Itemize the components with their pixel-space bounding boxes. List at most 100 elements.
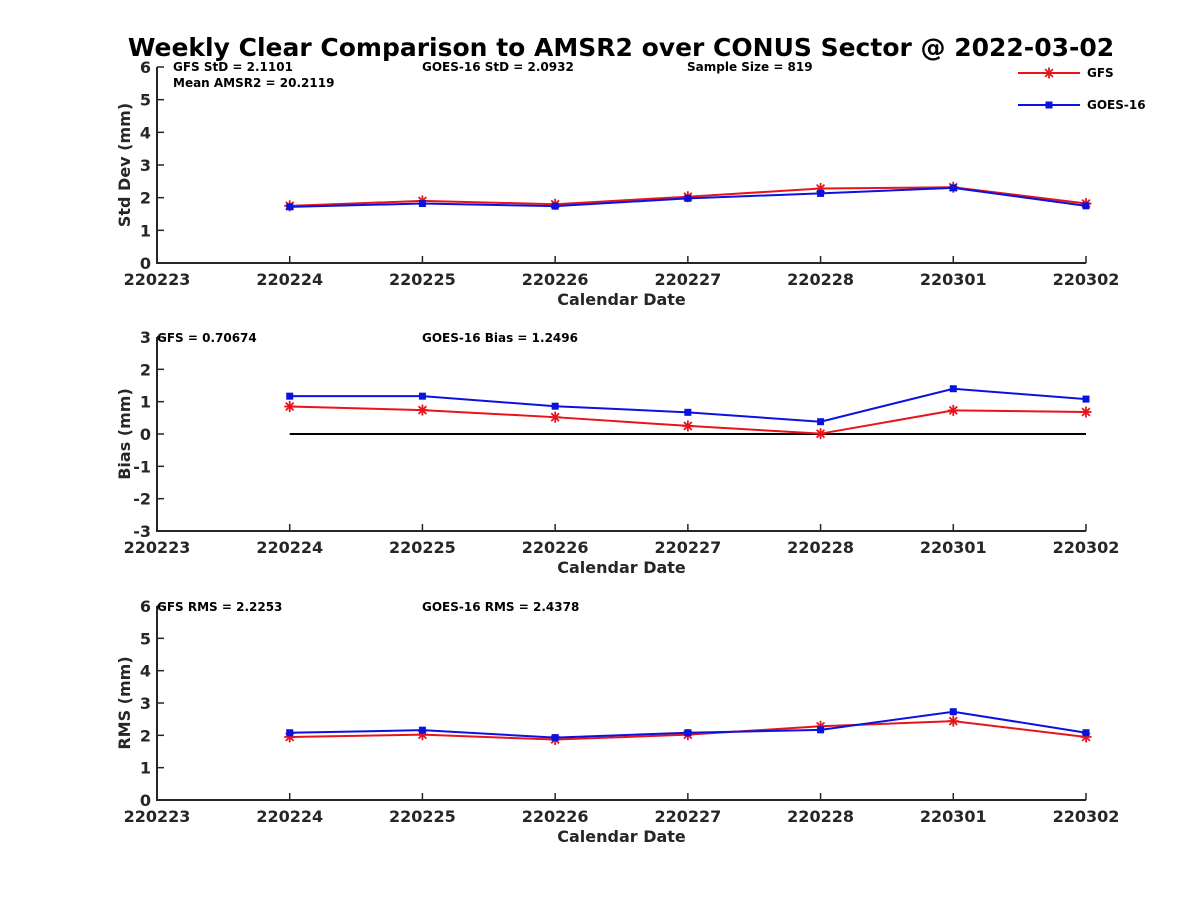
data-point-goes-16 — [1082, 202, 1090, 210]
data-point-gfs — [549, 411, 561, 423]
y-tick-label: 0 — [140, 791, 151, 810]
y-tick-label: -1 — [133, 457, 151, 476]
stat-annotation: GFS RMS = 2.2253 — [157, 600, 282, 614]
axes-frame — [156, 606, 1086, 801]
axes-frame — [156, 67, 1086, 264]
y-tick-label: 4 — [140, 123, 151, 142]
x-tick-label: 220224 — [256, 807, 323, 826]
y-tick-label: 5 — [140, 91, 151, 110]
data-point-goes-16 — [949, 385, 957, 393]
x-tick-label: 220223 — [124, 538, 191, 557]
x-tick-label: 220302 — [1053, 538, 1120, 557]
data-point-goes-16 — [684, 408, 692, 416]
y-tick-label: -3 — [133, 522, 151, 541]
data-point-goes-16 — [1082, 729, 1090, 737]
x-tick-label: 220301 — [920, 270, 987, 289]
y-tick-label: 6 — [140, 597, 151, 616]
data-point-goes-16 — [418, 726, 426, 734]
y-tick-label: 3 — [140, 328, 151, 347]
x-tick-label: 220228 — [787, 538, 854, 557]
y-tick-label: 0 — [140, 254, 151, 273]
data-point-goes-16 — [418, 200, 426, 208]
data-point-gfs — [815, 428, 827, 440]
x-tick-label: 220302 — [1053, 807, 1120, 826]
x-tick-label: 220227 — [654, 270, 721, 289]
rms-panel: 0 1 2 3 4 5 6 220223 220224 220225 220226 220227 220… — [115, 597, 1119, 846]
legend: GFS GOES-16 — [1018, 66, 1146, 112]
x-tick-label: 220225 — [389, 538, 456, 557]
x-tick-label: 220301 — [920, 538, 987, 557]
data-point-goes-16 — [949, 184, 957, 192]
y-axis-label: Bias (mm) — [115, 388, 134, 480]
data-point-goes-16 — [949, 708, 957, 716]
legend-label: GFS — [1087, 66, 1114, 80]
data-point-goes-16 — [418, 392, 426, 400]
data-point-goes-16 — [551, 202, 559, 210]
x-tick-label: 220226 — [522, 270, 589, 289]
data-point-gfs — [1080, 406, 1092, 418]
legend-marker — [1043, 67, 1055, 79]
x-tick-label: 220226 — [522, 807, 589, 826]
legend-marker — [1045, 101, 1053, 109]
series-line-goes-16 — [289, 387, 1087, 423]
x-tick-label: 220228 — [787, 807, 854, 826]
data-point-goes-16 — [817, 189, 825, 197]
x-tick-label: 220223 — [124, 270, 191, 289]
y-tick-label: 5 — [140, 629, 151, 648]
data-point-goes-16 — [817, 726, 825, 734]
x-tick-label: 220228 — [787, 270, 854, 289]
stat-annotation: GOES-16 StD = 2.0932 — [422, 60, 574, 74]
data-point-goes-16 — [684, 729, 692, 737]
x-tick-label: 220227 — [654, 538, 721, 557]
y-axis-label: RMS (mm) — [115, 656, 134, 749]
data-point-goes-16 — [286, 203, 294, 211]
x-tick-label: 220302 — [1053, 270, 1120, 289]
y-tick-label: -2 — [133, 490, 151, 509]
y-tick-label: 2 — [140, 360, 151, 379]
x-tick-label: 220225 — [389, 807, 456, 826]
data-point-gfs — [416, 404, 428, 416]
std-dev-panel: 0 1 2 3 4 5 6 220223 220224 220225 220226 220227 220… — [115, 58, 1119, 309]
y-tick-label: 2 — [140, 189, 151, 208]
x-tick-label: 220227 — [654, 807, 721, 826]
data-point-goes-16 — [551, 734, 559, 742]
stat-annotation: GFS StD = 2.1101 — [173, 60, 293, 74]
data-point-goes-16 — [684, 194, 692, 202]
data-point-gfs — [947, 715, 959, 727]
data-point-goes-16 — [1082, 395, 1090, 403]
x-tick-label: 220301 — [920, 807, 987, 826]
x-tick-label: 220223 — [124, 807, 191, 826]
y-tick-label: 2 — [140, 726, 151, 745]
stat-annotation: Mean AMSR2 = 20.2119 — [173, 76, 334, 90]
x-tick-label: 220225 — [389, 270, 456, 289]
x-tick-label: 220226 — [522, 538, 589, 557]
y-tick-label: 0 — [140, 425, 151, 444]
stat-annotation: GOES-16 RMS = 2.4378 — [422, 600, 579, 614]
data-point-goes-16 — [551, 402, 559, 410]
y-tick-label: 3 — [140, 694, 151, 713]
stat-annotation: GFS = 0.70674 — [157, 331, 257, 345]
y-tick-label: 6 — [140, 58, 151, 77]
data-point-gfs — [682, 420, 694, 432]
x-axis-label: Calendar Date — [557, 558, 686, 577]
y-tick-label: 1 — [140, 393, 151, 412]
legend-label: GOES-16 — [1087, 98, 1146, 112]
x-axis-label: Calendar Date — [557, 290, 686, 309]
figure-title: Weekly Clear Comparison to AMSR2 over CO… — [128, 33, 1114, 62]
x-tick-label: 220224 — [256, 538, 323, 557]
y-axis-label: Std Dev (mm) — [115, 103, 134, 227]
y-tick-label: 4 — [140, 662, 151, 681]
y-tick-label: 1 — [140, 759, 151, 778]
data-point-goes-16 — [286, 729, 294, 737]
y-tick-label: 1 — [140, 221, 151, 240]
data-point-gfs — [284, 401, 296, 413]
stat-annotation: Sample Size = 819 — [687, 60, 813, 74]
data-point-gfs — [947, 404, 959, 416]
stat-annotation: GOES-16 Bias = 1.2496 — [422, 331, 578, 345]
bias-panel: -3 -2 -1 0 1 2 3 220223 220224 220225 220226 220227… — [115, 328, 1119, 577]
y-tick-label: 3 — [140, 156, 151, 175]
x-tick-label: 220224 — [256, 270, 323, 289]
data-point-goes-16 — [286, 392, 294, 400]
x-axis-label: Calendar Date — [557, 827, 686, 846]
